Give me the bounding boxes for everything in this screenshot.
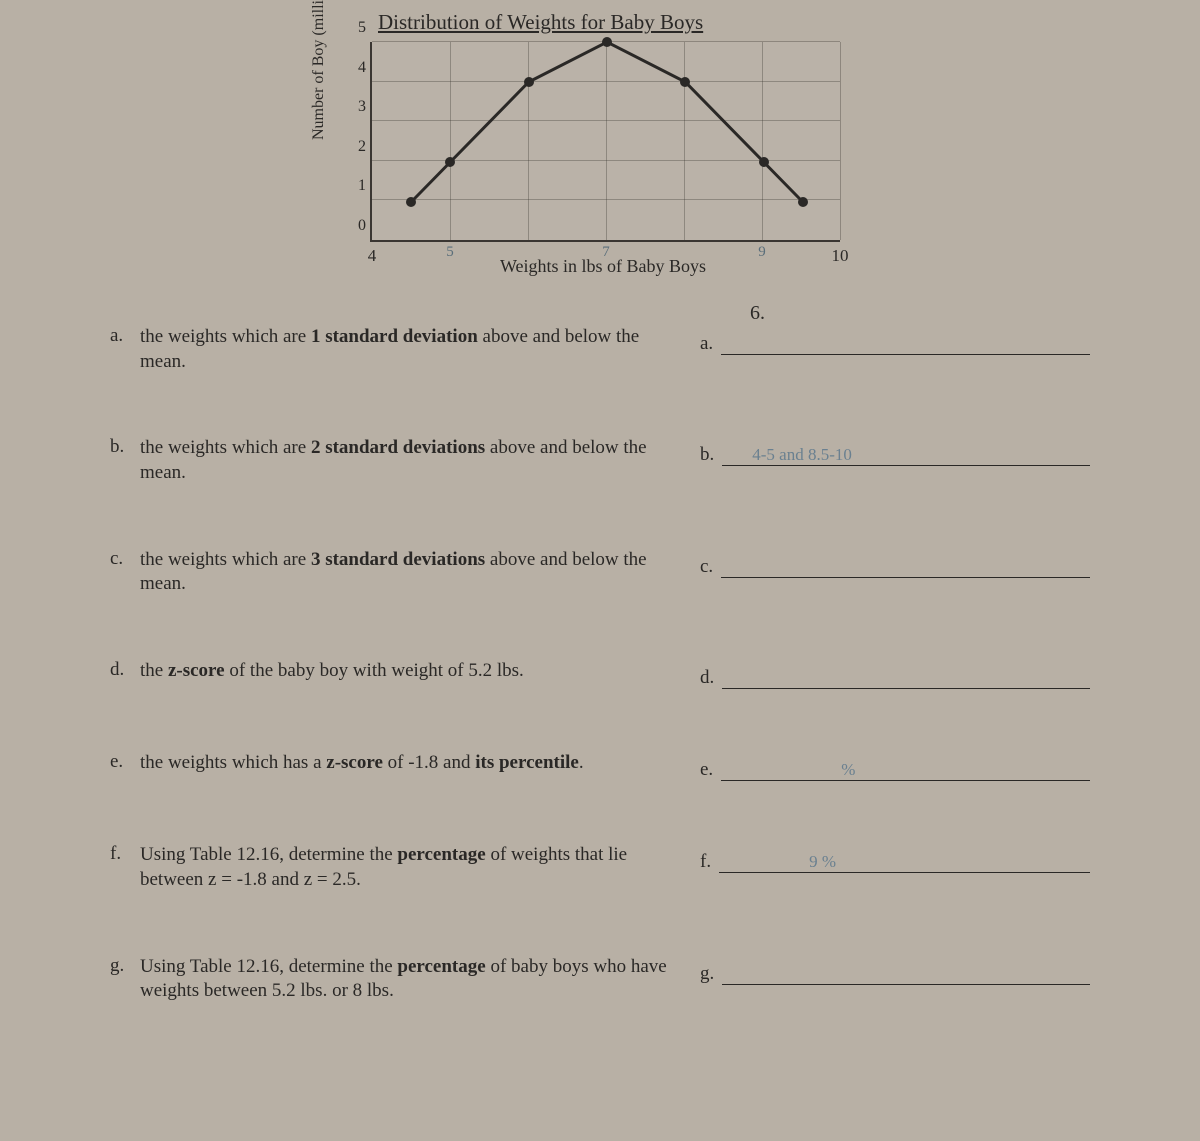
q-letter: g. [110, 955, 140, 977]
data-point [680, 77, 690, 87]
question-f: f. Using Table 12.16, determine the perc… [110, 843, 1090, 892]
ytick-2: 2 [358, 138, 366, 156]
xtick-10: 10 [832, 246, 849, 266]
data-point [798, 197, 808, 207]
x-axis-label: Weights in lbs of Baby Boys [500, 256, 706, 277]
distribution-curve [372, 42, 842, 242]
answer-blank: 9 % [719, 851, 1090, 873]
ans-letter: c. [700, 556, 713, 578]
question-c: c. the weights which are 3 standard devi… [110, 548, 1090, 597]
q-text: the weights which are 1 standard deviati… [140, 325, 700, 374]
y-axis-label: Number of Boy (millions) [310, 0, 328, 140]
data-point [759, 157, 769, 167]
ans-letter: g. [700, 963, 714, 985]
xtick-4: 4 [368, 246, 377, 266]
chart-title: Distribution of Weights for Baby Boys [378, 10, 703, 35]
q-text: Using Table 12.16, determine the percent… [140, 955, 700, 1004]
answer-value: 4-5 and 8.5-10 [752, 445, 852, 465]
ytick-3: 3 [358, 98, 366, 116]
question-e: e. the weights which has a z-score of -1… [110, 751, 1090, 781]
q-letter: c. [110, 548, 140, 570]
xtick-hand-5: 5 [446, 244, 454, 261]
ans-letter: b. [700, 444, 714, 466]
ytick-5: 5 [358, 19, 366, 37]
ytick-4: 4 [358, 59, 366, 77]
data-point [445, 157, 455, 167]
q-text: the weights which are 3 standard deviati… [140, 548, 700, 597]
data-point [602, 37, 612, 47]
q-letter: a. [110, 325, 140, 347]
ans-letter: e. [700, 759, 713, 781]
answer-value: 9 % [809, 852, 836, 872]
data-point [524, 77, 534, 87]
question-b: b. the weights which are 2 standard devi… [110, 436, 1090, 485]
q-letter: b. [110, 436, 140, 458]
q-text: the weights which are 2 standard deviati… [140, 436, 700, 485]
q-text: the z-score of the baby boy with weight … [140, 659, 700, 684]
question-d: d. the z-score of the baby boy with weig… [110, 659, 1090, 689]
section-number: 6. [750, 302, 765, 325]
answer-blank [722, 963, 1090, 985]
q-letter: e. [110, 751, 140, 773]
chart-container: Distribution of Weights for Baby Boys Nu… [320, 10, 900, 300]
answer-value: % [841, 760, 855, 780]
answer-blank [721, 556, 1090, 578]
question-g: g. Using Table 12.16, determine the perc… [110, 955, 1090, 1004]
question-a: a. the weights which are 1 standard devi… [110, 325, 1090, 374]
answer-blank: 4-5 and 8.5-10 [722, 444, 1090, 466]
ytick-1: 1 [358, 177, 366, 195]
q-text: the weights which has a z-score of -1.8 … [140, 751, 700, 776]
answer-blank [721, 333, 1090, 355]
answer-blank [722, 667, 1090, 689]
q-text: Using Table 12.16, determine the percent… [140, 843, 700, 892]
data-point [406, 197, 416, 207]
ytick-0: 0 [358, 217, 366, 235]
ans-letter: a. [700, 333, 713, 355]
answer-blank: % [721, 759, 1090, 781]
questions-list: a. the weights which are 1 standard devi… [110, 325, 1090, 1024]
q-letter: d. [110, 659, 140, 681]
q-letter: f. [110, 843, 140, 865]
plot-area: 0 1 2 3 4 5 4 10 5 7 9 [370, 42, 840, 242]
ans-letter: f. [700, 851, 711, 873]
ans-letter: d. [700, 667, 714, 689]
xtick-hand-9: 9 [758, 244, 766, 261]
